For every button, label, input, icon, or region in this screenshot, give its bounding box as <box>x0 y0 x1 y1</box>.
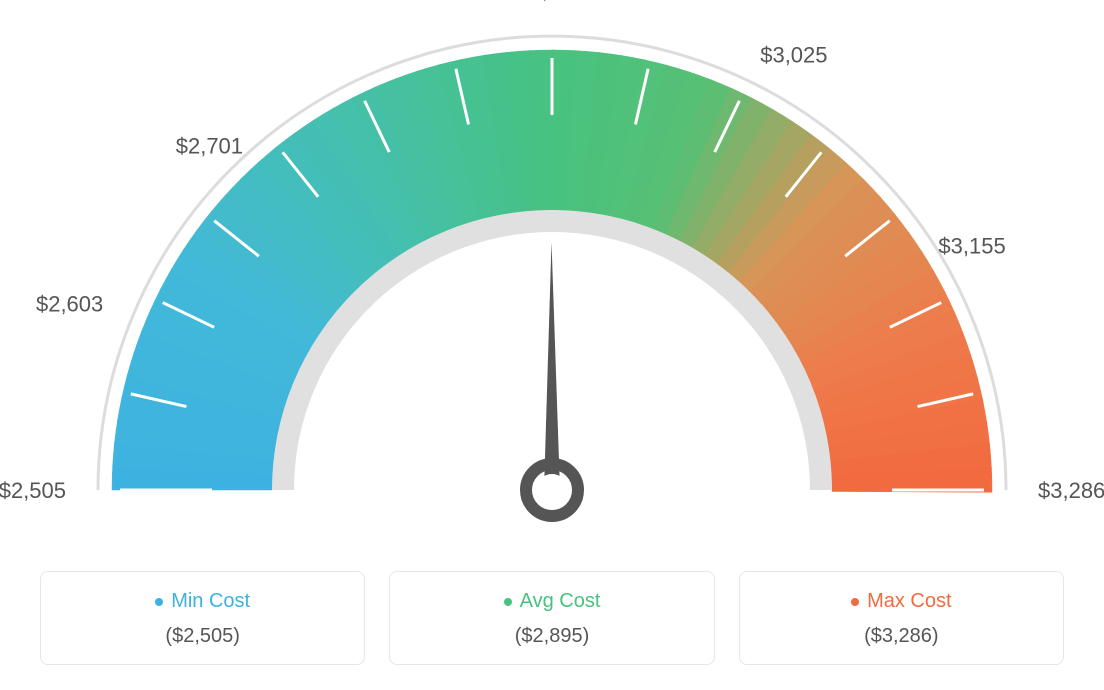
gauge-needle <box>544 242 560 490</box>
min-cost-label: Min Cost <box>171 590 250 613</box>
gauge-chart-widget: $2,505 $2,603 $2,701 $2,895 $3,025 $3,155 $3,2… <box>0 0 1104 690</box>
avg-cost-title: Avg Cost <box>400 590 703 613</box>
gauge-svg: $2,505 $2,603 $2,701 $2,895 $3,025 $3,155 $3,2… <box>0 0 1104 540</box>
gauge-tick-label: $2,603 <box>36 291 103 316</box>
max-cost-label: Max Cost <box>867 590 951 613</box>
min-cost-title: Min Cost <box>51 590 354 613</box>
max-cost-card: Max Cost ($3,286) <box>739 571 1064 665</box>
min-cost-value: ($2,505) <box>51 625 354 648</box>
gauge-tick-label: $3,025 <box>760 42 827 67</box>
max-cost-value: ($3,286) <box>750 625 1053 648</box>
summary-cards: Min Cost ($2,505) Avg Cost ($2,895) Max … <box>40 571 1064 665</box>
gauge-tick-label: $2,895 <box>517 0 584 3</box>
min-cost-dot <box>155 598 163 606</box>
avg-cost-card: Avg Cost ($2,895) <box>389 571 714 665</box>
gauge-tick-label: $3,286 <box>1038 478 1104 503</box>
min-cost-card: Min Cost ($2,505) <box>40 571 365 665</box>
avg-cost-value: ($2,895) <box>400 625 703 648</box>
gauge-tick-label: $2,505 <box>0 478 66 503</box>
gauge-area: $2,505 $2,603 $2,701 $2,895 $3,025 $3,155 $3,2… <box>0 0 1104 540</box>
gauge-tick-label: $2,701 <box>176 133 243 158</box>
avg-cost-dot <box>504 598 512 606</box>
avg-cost-label: Avg Cost <box>520 590 601 613</box>
max-cost-dot <box>851 598 859 606</box>
max-cost-title: Max Cost <box>750 590 1053 613</box>
gauge-tick-label: $3,155 <box>938 234 1005 259</box>
